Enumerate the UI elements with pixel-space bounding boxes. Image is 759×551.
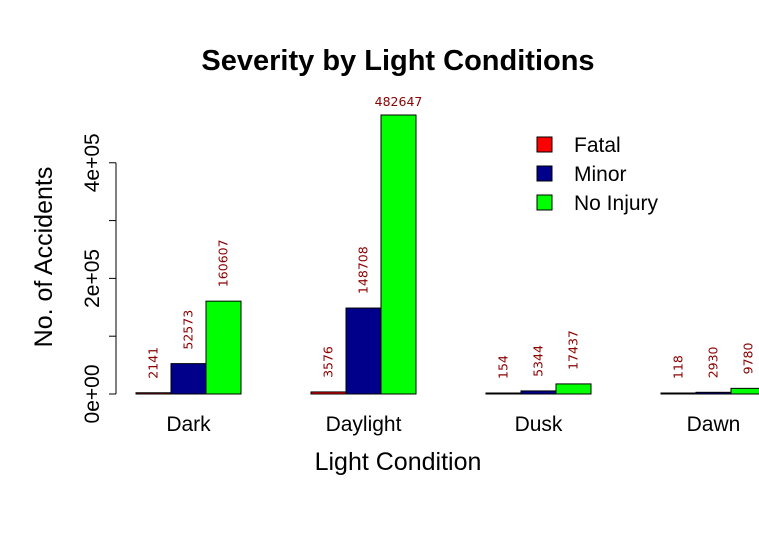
x-category-label: Dusk: [515, 413, 563, 436]
data-label: 52573: [181, 310, 196, 350]
legend-label: Fatal: [574, 134, 621, 157]
legend-swatch: [536, 136, 553, 153]
legend-label: No Injury: [574, 192, 659, 215]
x-category-label: Daylight: [326, 413, 402, 436]
x-category-label: Dawn: [687, 413, 741, 436]
bar: [695, 391, 732, 395]
bar: [170, 363, 207, 395]
data-label: 9780: [741, 342, 756, 374]
chart-title: Severity by Light Conditions: [201, 45, 594, 77]
bar: [660, 392, 697, 395]
bar: [485, 392, 522, 395]
legend-label: Minor: [574, 163, 627, 186]
data-label: 17437: [566, 330, 581, 370]
bars: [135, 114, 759, 395]
data-label: 3576: [321, 346, 336, 378]
x-axis: Dark Daylight Dusk Dawn: [166, 413, 740, 436]
y-tick-label: 4e+05: [81, 133, 104, 192]
legend-swatch: [536, 194, 553, 211]
data-label: 148708: [356, 246, 371, 294]
data-label: 2930: [706, 346, 721, 378]
bar: [555, 383, 592, 395]
data-label: 482647: [375, 94, 423, 109]
data-label: 2141: [146, 347, 161, 379]
data-labels: 2141 52573 160607 3576 148708 482647 154 5344 17…: [146, 94, 756, 379]
bar: [205, 300, 242, 395]
data-label: 160607: [216, 239, 231, 287]
bar: [135, 392, 172, 395]
legend: Fatal Minor No Injury: [536, 134, 659, 215]
y-axis-label: No. of Accidents: [30, 167, 58, 348]
bar: [520, 390, 557, 395]
bar: [345, 307, 382, 395]
y-tick-label: 0e+00: [81, 365, 104, 424]
x-category-label: Dark: [166, 413, 211, 436]
data-label: 118: [671, 355, 686, 379]
x-axis-label: Light Condition: [315, 448, 482, 476]
bar: [730, 387, 759, 395]
bar: [310, 391, 347, 395]
data-label: 5344: [531, 345, 546, 377]
bar: [380, 114, 417, 395]
y-axis: 0e+00 2e+05 4e+05: [81, 133, 117, 424]
legend-swatch: [536, 165, 553, 182]
data-label: 154: [496, 355, 511, 379]
y-tick-label: 2e+05: [81, 249, 104, 308]
